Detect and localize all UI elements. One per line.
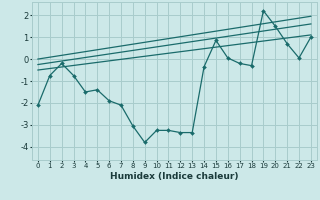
X-axis label: Humidex (Indice chaleur): Humidex (Indice chaleur) [110, 172, 239, 181]
